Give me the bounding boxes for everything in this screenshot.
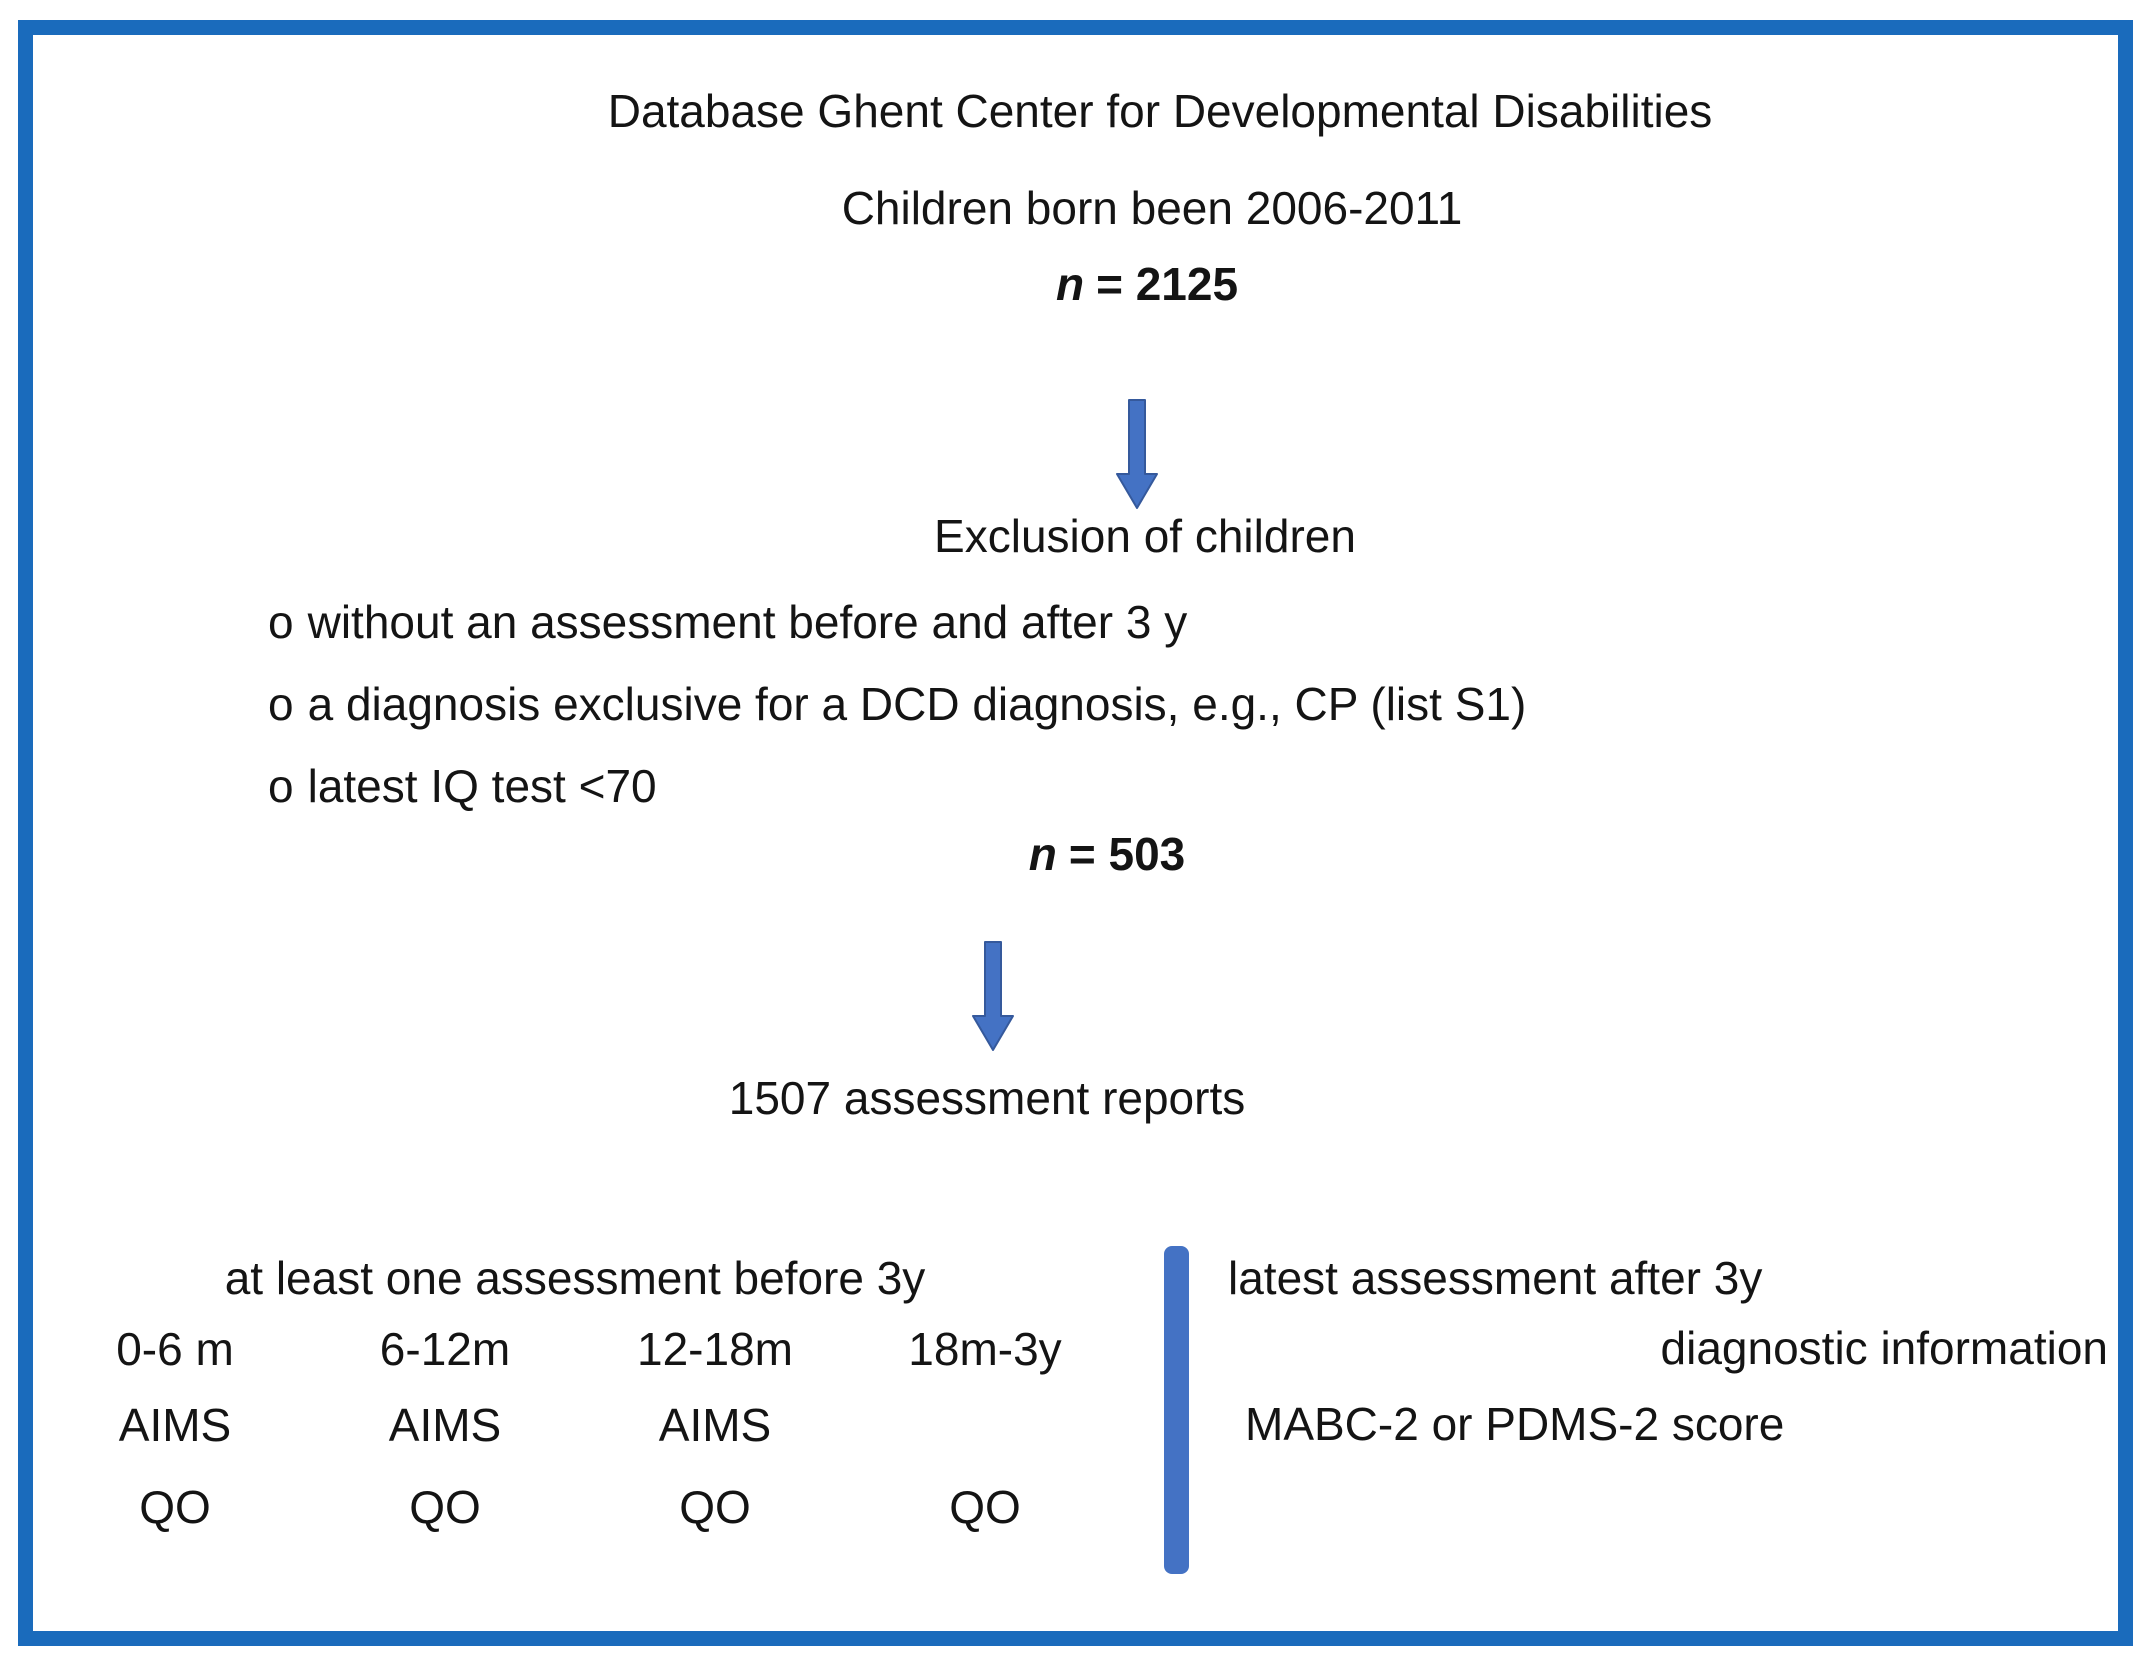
diagnostic-info-label: diagnostic information	[1660, 1322, 2108, 1374]
qo-label: QO	[139, 1481, 211, 1533]
divider-bar	[1164, 1246, 1189, 1574]
n-symbol: n	[1028, 828, 1057, 880]
after-3y-header: latest assessment after 3y	[1228, 1252, 1763, 1304]
down-arrow-icon	[972, 941, 1014, 1051]
score-label: MABC-2 or PDMS-2 score	[1245, 1398, 1785, 1450]
before-3y-header: at least one assessment before 3y	[224, 1252, 926, 1304]
aims-label	[850, 1398, 1120, 1452]
bullet-text: without an assessment before and after 3…	[307, 596, 1188, 648]
flowchart-border	[18, 20, 2133, 1646]
age-bin-label: 18m-3y	[908, 1323, 1062, 1375]
aims-label: AIMS	[388, 1399, 502, 1451]
qo-label: QO	[949, 1481, 1021, 1533]
bullet-marker: o	[268, 760, 294, 812]
sample-size-initial: n = 2125	[1056, 258, 1238, 311]
aims-label: AIMS	[118, 1399, 232, 1451]
age-bin-row: 0-6 m 6-12m 12-18m 18m-3y	[40, 1322, 1120, 1376]
study-title: Database Ghent Center for Developmental …	[607, 85, 1713, 137]
down-arrow-icon	[1116, 399, 1158, 509]
exclusion-bullet: o without an assessment before and after …	[268, 595, 1187, 649]
bullet-text: latest IQ test <70	[307, 760, 657, 812]
qo-label: QO	[679, 1481, 751, 1533]
exclusion-heading: Exclusion of children	[934, 510, 1356, 562]
age-bin-label: 6-12m	[379, 1323, 511, 1375]
qo-label: QO	[409, 1481, 481, 1533]
n-value: = 2125	[1096, 258, 1239, 310]
aims-label: AIMS	[658, 1399, 772, 1451]
age-bin-label: 12-18m	[637, 1323, 793, 1375]
reports-count: 1507 assessment reports	[728, 1072, 1246, 1124]
cohort-line: Children born been 2006-2011	[841, 182, 1463, 234]
bullet-marker: o	[268, 678, 294, 730]
bullet-text: a diagnosis exclusive for a DCD diagnosi…	[307, 678, 1527, 730]
exclusion-bullet: o latest IQ test <70	[268, 759, 657, 813]
age-bin-label: 0-6 m	[116, 1323, 234, 1375]
aims-row: AIMS AIMS AIMS	[40, 1398, 1120, 1452]
bullet-marker: o	[268, 596, 294, 648]
sample-size-after-exclusion: n = 503	[1029, 828, 1186, 881]
qo-row: QO QO QO QO	[40, 1480, 1120, 1534]
n-value: = 503	[1068, 828, 1186, 880]
n-symbol: n	[1055, 258, 1085, 310]
